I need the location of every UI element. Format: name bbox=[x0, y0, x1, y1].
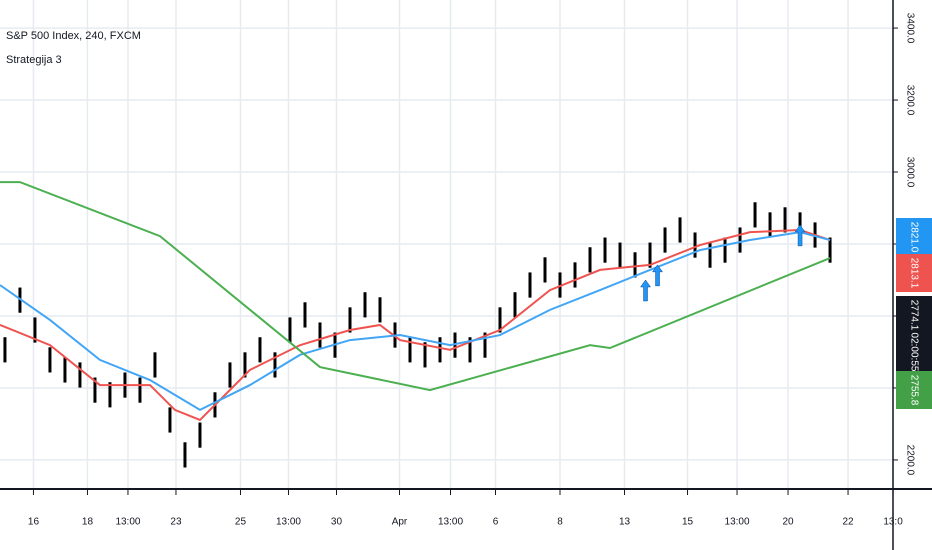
buy-arrow bbox=[640, 279, 652, 302]
x-tick-label: Apr bbox=[392, 517, 408, 528]
x-tick-label: 15 bbox=[682, 517, 694, 528]
price-tag-label: 2821.0 bbox=[908, 222, 919, 253]
x-tick-label: 13:00 bbox=[725, 517, 750, 528]
indicator-line bbox=[0, 228, 831, 422]
price-tag bbox=[896, 296, 932, 334]
x-tick-label: 13 bbox=[619, 517, 631, 528]
x-tick-label: 13:00 bbox=[276, 517, 301, 528]
y-tick-label: 3000.0 bbox=[904, 157, 915, 188]
price-tag bbox=[896, 218, 932, 256]
y-tick-label: 3200.0 bbox=[904, 85, 915, 116]
x-tick-label: 20 bbox=[782, 517, 794, 528]
indicator-line bbox=[0, 181, 831, 392]
buy-arrow bbox=[794, 224, 806, 247]
price-tag bbox=[896, 254, 932, 292]
x-tick-label: 18 bbox=[82, 517, 94, 528]
chart-subtitle: Strategija 3 bbox=[6, 54, 62, 66]
x-tick-label: 25 bbox=[235, 517, 247, 528]
price-tag bbox=[896, 371, 932, 409]
x-tick-label: 16 bbox=[28, 517, 40, 528]
x-tick-label: 8 bbox=[557, 517, 563, 528]
x-tick-label: 13:0 bbox=[883, 517, 903, 528]
price-tag-label: 2774.1 bbox=[908, 300, 919, 331]
buy-arrow bbox=[652, 264, 664, 287]
price-tag bbox=[896, 333, 932, 371]
price-tag-label: 2813.1 bbox=[908, 258, 919, 289]
y-tick-label: 2200.0 bbox=[904, 445, 915, 476]
price-tag-label: 2755.8 bbox=[908, 375, 919, 406]
x-tick-label: 13:00 bbox=[115, 517, 140, 528]
x-tick-label: 23 bbox=[170, 517, 182, 528]
y-tick-label: 3400.0 bbox=[904, 13, 915, 44]
price-tag-label: 02:00:55 bbox=[908, 333, 919, 372]
x-tick-label: 6 bbox=[493, 517, 499, 528]
chart-title: S&P 500 Index, 240, FXCM bbox=[6, 30, 141, 42]
x-tick-label: 13:00 bbox=[438, 517, 463, 528]
x-tick-label: 30 bbox=[331, 517, 343, 528]
indicator-line bbox=[0, 231, 831, 412]
x-tick-label: 22 bbox=[842, 517, 854, 528]
